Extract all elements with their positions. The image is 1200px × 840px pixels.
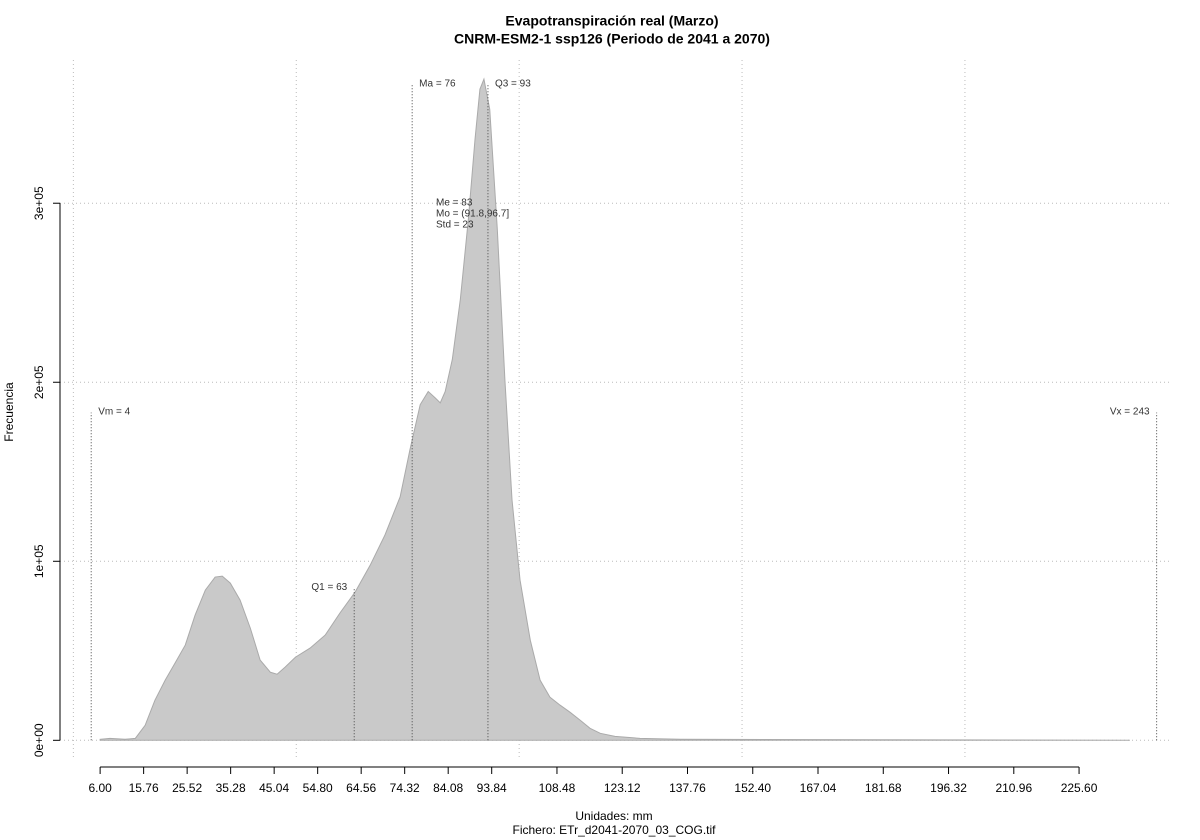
chart-subtitle: CNRM-ESM2-1 ssp126 (Periodo de 2041 a 20… [454, 31, 770, 47]
stat-label: Ma = 76 [419, 79, 456, 90]
x-tick-label: 137.76 [669, 781, 706, 795]
x-tick-label: 6.00 [88, 781, 112, 795]
stat-label: Vx = 243 [1110, 406, 1150, 417]
x-tick-label: 225.60 [1061, 781, 1098, 795]
x-tick-label: 123.12 [604, 781, 641, 795]
x-tick-label: 25.52 [172, 781, 202, 795]
stat-text: Me = 83 [436, 198, 473, 209]
stat-label: Q3 = 93 [495, 79, 531, 90]
file-caption: Fichero: ETr_d2041-2070_03_COG.tif [513, 823, 717, 837]
stat-text: Mo = (91.8,96.7] [436, 209, 509, 220]
stat-label: Vm = 4 [98, 406, 130, 417]
x-tick-label: 108.48 [539, 781, 576, 795]
density-area [99, 77, 1130, 741]
x-tick-label: 54.80 [303, 781, 333, 795]
x-tick-label: 196.32 [930, 781, 967, 795]
chart-title: Evapotranspiración real (Marzo) [505, 13, 718, 29]
y-tick-label: 2e+05 [32, 365, 46, 399]
x-tick-label: 152.40 [734, 781, 771, 795]
y-tick-label: 0e+00 [32, 723, 46, 757]
x-tick-label: 45.04 [259, 781, 289, 795]
x-tick-label: 64.56 [346, 781, 376, 795]
x-tick-label: 84.08 [433, 781, 463, 795]
x-tick-label: 210.96 [995, 781, 1032, 795]
x-tick-label: 93.84 [477, 781, 507, 795]
x-tick-label: 74.32 [390, 781, 420, 795]
y-tick-label: 3e+05 [32, 186, 46, 220]
x-tick-label: 167.04 [800, 781, 837, 795]
y-tick-label: 1e+05 [32, 544, 46, 578]
x-axis-label: Unidades: mm [575, 809, 652, 823]
x-tick-label: 181.68 [865, 781, 902, 795]
x-tick-label: 15.76 [129, 781, 159, 795]
stat-text: Std = 23 [436, 220, 474, 231]
stat-label: Q1 = 63 [311, 582, 347, 593]
x-tick-label: 35.28 [216, 781, 246, 795]
y-axis-label: Frecuencia [2, 382, 16, 442]
